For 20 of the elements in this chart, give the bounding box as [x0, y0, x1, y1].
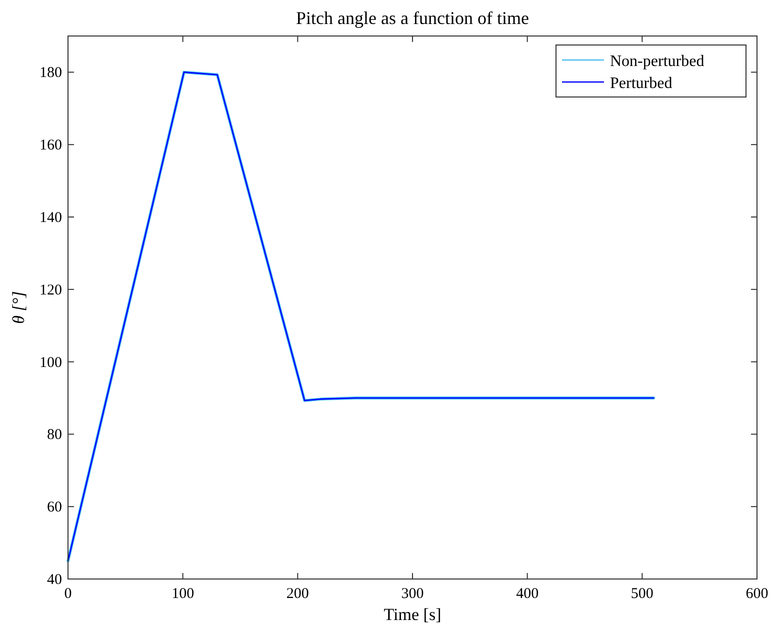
y-tick-label: 160	[40, 138, 62, 154]
y-tick-label: 120	[40, 282, 62, 298]
y-tick-label: 180	[40, 65, 62, 82]
x-axis-title: Time [s]	[384, 605, 442, 624]
x-tick-label: 300	[401, 586, 424, 602]
y-tick-label: 80	[47, 427, 62, 444]
y-tick-label: 140	[40, 210, 62, 226]
legend-label: Non-perturbed	[610, 53, 704, 70]
y-tick-label: 40	[47, 572, 62, 588]
y-axis-title: θ [°]	[9, 291, 28, 324]
y-tick-label: 100	[40, 354, 62, 371]
x-tick-label: 100	[172, 586, 194, 602]
chart-title: Pitch angle as a function of time	[296, 8, 529, 28]
legend-label: Perturbed	[610, 75, 672, 92]
x-tick-label: 0	[64, 586, 72, 602]
x-tick-label: 400	[516, 586, 539, 602]
x-tick-label: 200	[286, 586, 309, 602]
x-tick-label: 500	[630, 586, 654, 602]
y-tick-label: 60	[47, 500, 62, 516]
x-tick-label: 600	[746, 586, 768, 602]
